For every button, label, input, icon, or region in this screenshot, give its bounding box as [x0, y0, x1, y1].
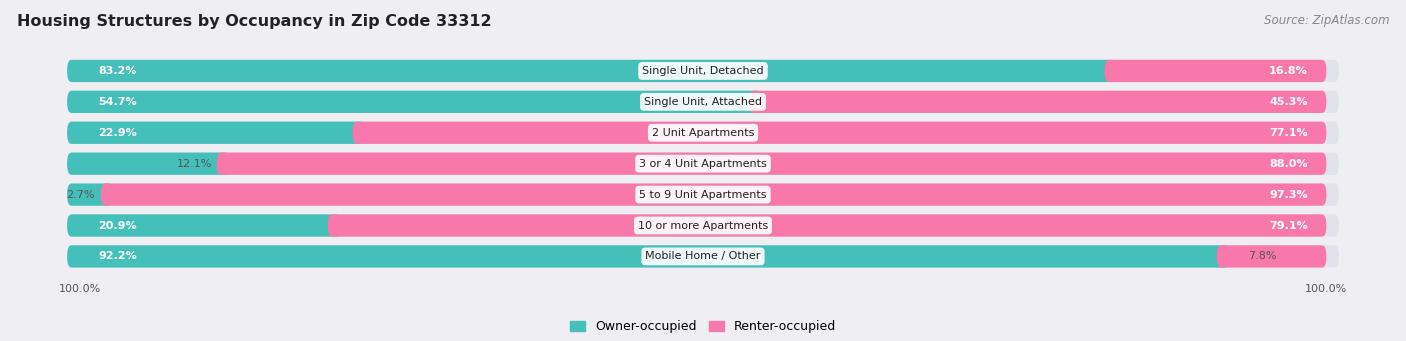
Text: 83.2%: 83.2% [98, 66, 136, 76]
FancyBboxPatch shape [67, 122, 366, 144]
FancyBboxPatch shape [67, 91, 1339, 113]
FancyBboxPatch shape [67, 245, 1339, 268]
FancyBboxPatch shape [67, 60, 1116, 82]
Text: Housing Structures by Occupancy in Zip Code 33312: Housing Structures by Occupancy in Zip C… [17, 14, 492, 29]
Text: 22.9%: 22.9% [98, 128, 136, 138]
Text: 45.3%: 45.3% [1270, 97, 1308, 107]
FancyBboxPatch shape [749, 91, 1326, 113]
Text: 7.8%: 7.8% [1249, 251, 1277, 262]
Text: Single Unit, Detached: Single Unit, Detached [643, 66, 763, 76]
FancyBboxPatch shape [67, 152, 1339, 175]
Text: 2 Unit Apartments: 2 Unit Apartments [652, 128, 754, 138]
FancyBboxPatch shape [67, 214, 1339, 237]
FancyBboxPatch shape [67, 245, 1229, 268]
FancyBboxPatch shape [67, 60, 1339, 82]
Text: 20.9%: 20.9% [98, 221, 136, 231]
Text: 16.8%: 16.8% [1270, 66, 1308, 76]
FancyBboxPatch shape [328, 214, 1326, 237]
FancyBboxPatch shape [1105, 60, 1326, 82]
Text: Mobile Home / Other: Mobile Home / Other [645, 251, 761, 262]
FancyBboxPatch shape [217, 152, 1326, 175]
Text: 2.7%: 2.7% [66, 190, 94, 199]
Text: 3 or 4 Unit Apartments: 3 or 4 Unit Apartments [640, 159, 766, 169]
Text: Source: ZipAtlas.com: Source: ZipAtlas.com [1264, 14, 1389, 27]
Text: 97.3%: 97.3% [1270, 190, 1308, 199]
FancyBboxPatch shape [67, 152, 231, 175]
FancyBboxPatch shape [1216, 245, 1326, 268]
Legend: Owner-occupied, Renter-occupied: Owner-occupied, Renter-occupied [565, 315, 841, 338]
Text: 5 to 9 Unit Apartments: 5 to 9 Unit Apartments [640, 190, 766, 199]
Text: 92.2%: 92.2% [98, 251, 136, 262]
Text: 10 or more Apartments: 10 or more Apartments [638, 221, 768, 231]
Text: 88.0%: 88.0% [1270, 159, 1308, 169]
Text: Single Unit, Attached: Single Unit, Attached [644, 97, 762, 107]
FancyBboxPatch shape [67, 91, 762, 113]
FancyBboxPatch shape [101, 183, 1326, 206]
Text: 79.1%: 79.1% [1270, 221, 1308, 231]
Text: 77.1%: 77.1% [1270, 128, 1308, 138]
Text: 12.1%: 12.1% [176, 159, 212, 169]
FancyBboxPatch shape [67, 183, 1339, 206]
FancyBboxPatch shape [67, 122, 1339, 144]
Text: 54.7%: 54.7% [98, 97, 136, 107]
FancyBboxPatch shape [67, 183, 114, 206]
FancyBboxPatch shape [67, 214, 340, 237]
FancyBboxPatch shape [353, 122, 1326, 144]
